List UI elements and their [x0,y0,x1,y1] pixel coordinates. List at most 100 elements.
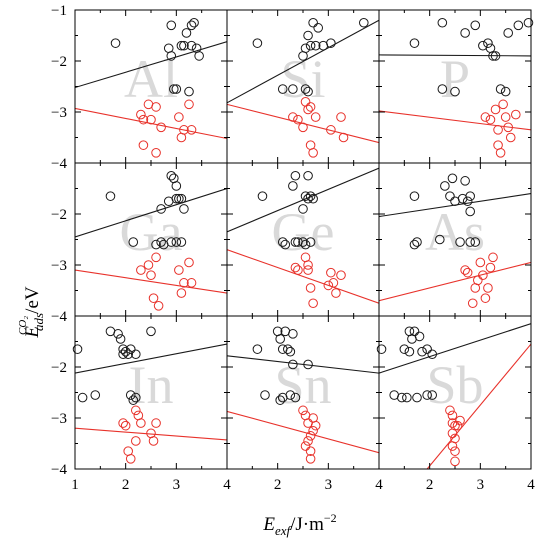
data-point-red [462,267,473,278]
data-point-red [490,104,501,115]
data-point-red [308,298,318,309]
x-tick-label: 3 [173,477,181,493]
data-point-red [305,454,316,464]
data-point-red [290,262,301,273]
data-point-red [331,288,341,298]
data-point-red [151,102,161,112]
data-point-red [328,278,339,288]
data-point-black [186,20,197,31]
y-tick-label: −1 [51,3,67,19]
data-point-black [113,329,123,339]
data-point-black [437,84,448,94]
data-point-black [460,176,470,186]
data-point-red [336,270,346,281]
data-point-red [136,109,146,120]
fit-line-red-ga [75,269,227,294]
data-points [72,17,534,467]
data-point-black [181,28,192,38]
data-point-black [146,326,156,337]
data-point-black [166,20,177,31]
y-tick-label: −3 [51,105,67,121]
data-point-red [480,293,491,303]
data-point-black [303,170,313,181]
data-point-red [467,298,478,309]
data-point-red [138,114,149,125]
data-point-black [151,239,161,250]
data-point-black [450,86,460,97]
data-point-red [186,125,197,135]
data-point-black [277,84,288,94]
data-point-red [493,125,503,135]
data-point-black [179,204,189,214]
data-point-black [414,331,425,342]
data-point-black [445,191,455,201]
data-point-red [174,112,184,122]
data-point-black [288,329,298,339]
panel-label-ge: Ge [272,202,335,262]
data-point-black [288,84,298,94]
data-point-red [143,260,154,270]
data-point-black [422,390,432,400]
panel-label-as: As [425,202,485,262]
data-point-black [110,38,121,48]
y-tick-label: −3 [51,258,67,274]
data-point-black [503,28,514,38]
data-point-red [326,267,336,278]
data-point-red [488,252,498,263]
data-point-black [189,17,199,28]
data-point-black [303,359,313,370]
data-point-red [450,446,460,456]
fit-line-red-ge [227,249,379,304]
x-tick-label: 2 [122,477,130,493]
y-tick-label: −4 [51,462,67,478]
data-point-red [148,436,159,446]
data-point-red [131,405,141,416]
data-point-black [465,206,476,217]
data-point-black [427,390,438,400]
data-point-red [480,112,491,122]
data-point-black [166,51,177,61]
data-point-black [326,38,336,48]
y-tick-label: −2 [51,207,67,223]
data-point-black [417,346,427,357]
data-point-red [293,114,303,125]
data-point-black [412,237,422,247]
data-point-black [171,181,182,191]
data-point-red [148,293,159,303]
data-point-red [305,431,316,441]
data-point-red [186,278,197,288]
data-point-black [123,349,133,360]
y-tick-label: −4 [51,156,67,172]
data-point-black [435,234,445,245]
data-point-black [166,237,177,247]
fit-line-black-si [227,19,379,104]
data-point-black [125,390,136,400]
data-point-black [156,204,166,214]
data-point-black [465,191,476,201]
data-point-black [120,346,131,357]
data-point-black [308,17,318,28]
data-point-red [305,102,316,112]
panel-label-si: Si [280,49,325,109]
x-tick-label: 3 [325,477,333,493]
panel-label-al: Al [124,49,178,109]
data-point-black [166,170,177,181]
data-point-red [308,148,318,158]
data-point-black [275,395,286,405]
y-axis-title: EadsCO₂/eV [17,286,46,338]
data-point-black [490,51,501,61]
data-point-black [313,23,324,33]
data-point-red [500,112,511,122]
data-point-red [305,446,316,456]
data-point-red [455,415,465,426]
data-point-black [90,390,101,400]
data-point-red [326,125,336,135]
fit-line-black-sn [227,355,379,374]
data-point-black [500,86,511,97]
data-point-black [257,191,268,201]
x-tick-label: 3 [477,477,485,493]
data-point-black [483,38,493,48]
data-point-black [300,43,311,54]
data-point-red [300,441,311,451]
data-point-red [298,405,308,416]
